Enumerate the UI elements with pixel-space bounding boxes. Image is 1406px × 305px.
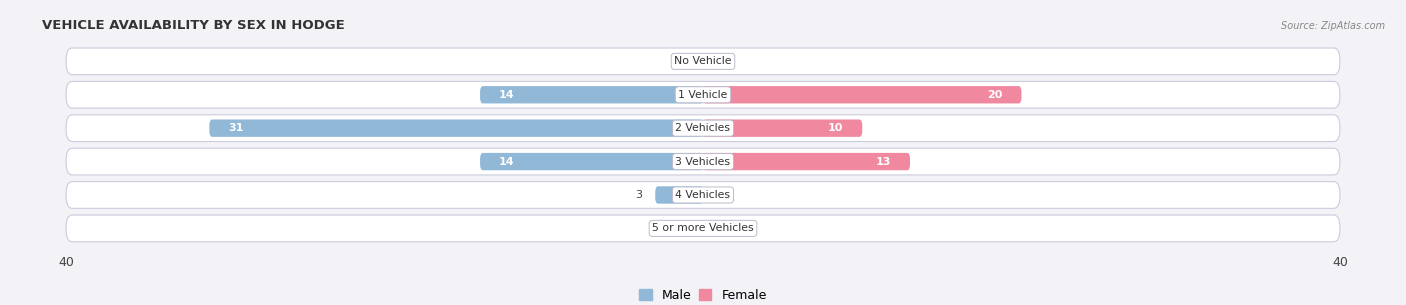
FancyBboxPatch shape <box>703 86 1022 103</box>
Legend: Male, Female: Male, Female <box>634 284 772 305</box>
FancyBboxPatch shape <box>66 181 1340 208</box>
Text: 14: 14 <box>499 90 515 100</box>
Text: 4 Vehicles: 4 Vehicles <box>675 190 731 200</box>
Text: Source: ZipAtlas.com: Source: ZipAtlas.com <box>1281 21 1385 31</box>
FancyBboxPatch shape <box>655 186 703 204</box>
Text: 10: 10 <box>828 123 844 133</box>
Text: 0: 0 <box>683 223 690 233</box>
Text: 31: 31 <box>229 123 243 133</box>
Text: 20: 20 <box>987 90 1002 100</box>
FancyBboxPatch shape <box>703 153 910 170</box>
Text: 3: 3 <box>636 190 643 200</box>
FancyBboxPatch shape <box>66 81 1340 108</box>
Text: 1 Vehicle: 1 Vehicle <box>678 90 728 100</box>
Text: No Vehicle: No Vehicle <box>675 56 731 66</box>
Text: 13: 13 <box>876 156 891 167</box>
FancyBboxPatch shape <box>66 148 1340 175</box>
Text: 0: 0 <box>716 190 723 200</box>
Text: 2 Vehicles: 2 Vehicles <box>675 123 731 133</box>
Text: 3 Vehicles: 3 Vehicles <box>675 156 731 167</box>
Text: 0: 0 <box>716 223 723 233</box>
FancyBboxPatch shape <box>209 120 703 137</box>
Text: VEHICLE AVAILABILITY BY SEX IN HODGE: VEHICLE AVAILABILITY BY SEX IN HODGE <box>42 19 344 31</box>
FancyBboxPatch shape <box>66 215 1340 242</box>
FancyBboxPatch shape <box>479 153 703 170</box>
FancyBboxPatch shape <box>66 115 1340 142</box>
FancyBboxPatch shape <box>479 86 703 103</box>
Text: 5 or more Vehicles: 5 or more Vehicles <box>652 223 754 233</box>
Text: 0: 0 <box>683 56 690 66</box>
Text: 14: 14 <box>499 156 515 167</box>
FancyBboxPatch shape <box>703 120 862 137</box>
Text: 0: 0 <box>716 56 723 66</box>
FancyBboxPatch shape <box>66 48 1340 75</box>
